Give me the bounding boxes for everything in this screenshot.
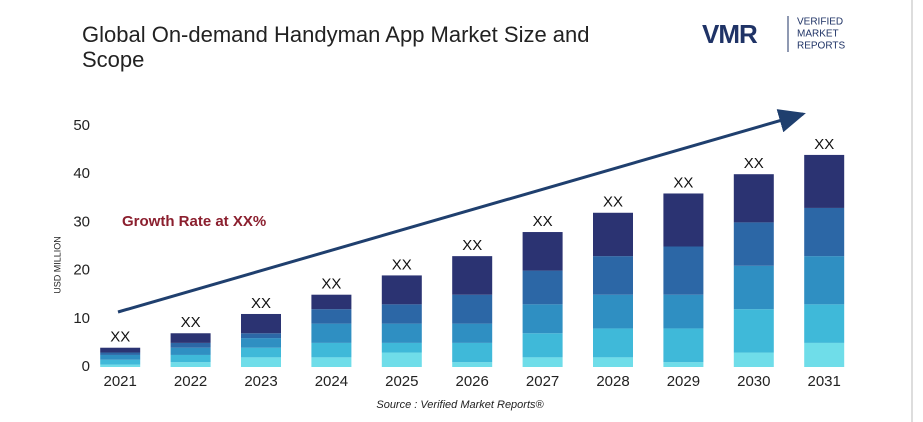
logo-text: VERIFIED <box>797 17 843 28</box>
bar-segment <box>311 323 352 343</box>
bar-segment <box>804 342 845 367</box>
bar-segment <box>733 309 774 353</box>
total-label: XX <box>462 237 482 254</box>
bar-segment <box>452 362 493 367</box>
bar-segment <box>170 362 211 367</box>
x-tick-label: 2027 <box>526 373 559 390</box>
bar-segment <box>311 309 352 324</box>
bar-segment <box>804 256 845 305</box>
bar-segment <box>804 154 845 208</box>
total-label: XX <box>321 276 341 293</box>
x-tick-label: 2024 <box>315 373 348 390</box>
bar-segment <box>522 357 563 367</box>
x-tick-label: 2028 <box>596 373 629 390</box>
bar-segment <box>733 352 774 367</box>
bar-segment <box>733 265 774 310</box>
x-tick-label: 2022 <box>174 373 207 390</box>
bar-segment <box>522 333 563 358</box>
bar-segment <box>593 212 633 257</box>
bar-segment <box>311 294 352 310</box>
y-tick-label: 0 <box>82 358 90 375</box>
bar-segment <box>522 304 563 334</box>
bar-segment <box>593 256 633 295</box>
y-axis-label: USD MILLION <box>52 236 62 294</box>
bar-segment <box>241 333 281 339</box>
bar-segment <box>593 328 633 358</box>
x-tick-label: 2031 <box>808 373 841 390</box>
bar-segment <box>170 342 211 348</box>
bar-segment <box>522 270 563 305</box>
x-tick-label: 2023 <box>244 373 277 390</box>
bar-segment <box>381 323 422 343</box>
bar-segment <box>663 362 704 367</box>
total-label: XX <box>744 155 764 172</box>
bar-segment <box>381 304 422 324</box>
y-tick-label: 20 <box>73 262 90 279</box>
x-tick-label: 2021 <box>104 373 137 390</box>
total-label: XX <box>673 174 693 191</box>
bar-segment <box>381 342 422 353</box>
bar-segment <box>241 347 281 358</box>
annotation: Growth Rate at XX% <box>122 213 266 230</box>
y-tick-label: 10 <box>73 310 90 327</box>
total-label: XX <box>533 213 553 230</box>
chart-title: Global On-demand Handyman App Market Siz… <box>82 22 590 72</box>
x-tick-label: 2026 <box>456 373 489 390</box>
y-tick-label: 40 <box>73 165 90 182</box>
bar-segment <box>663 246 704 295</box>
bar-segment <box>452 342 493 363</box>
bar-segment <box>381 275 422 305</box>
source: Source : Verified Market Reports® <box>376 399 544 411</box>
bar-segment <box>733 222 774 266</box>
x-tick-label: 2025 <box>385 373 418 390</box>
bar-segment <box>452 256 493 295</box>
bar-segment <box>311 357 352 367</box>
growth-arrow <box>117 109 806 314</box>
x-tick-label: 2030 <box>737 373 770 390</box>
total-label: XX <box>251 295 271 312</box>
bar-segment <box>663 193 704 247</box>
bar-segment <box>804 304 845 343</box>
bar-segment <box>170 347 211 355</box>
bar-segment <box>100 364 141 367</box>
total-label: XX <box>392 256 412 273</box>
logo-text: REPORTS <box>797 41 845 52</box>
total-label: XX <box>181 314 201 331</box>
x-tick-label: 2029 <box>667 373 700 390</box>
bar-segment <box>100 347 141 353</box>
total-label: XX <box>603 194 623 211</box>
bar-segment <box>241 357 281 367</box>
bar-segment <box>100 359 141 365</box>
bar-segment <box>804 207 845 257</box>
bar-segment <box>663 294 704 329</box>
bar-segment <box>311 342 352 358</box>
bar-segment <box>241 313 281 334</box>
bar-segment <box>663 328 704 363</box>
bar-segment <box>241 338 281 348</box>
logo-text: MARKET <box>797 29 839 40</box>
total-label: XX <box>110 329 130 346</box>
bar-segment <box>452 294 493 324</box>
bar-segment <box>593 294 633 329</box>
bar-segment <box>733 174 774 223</box>
bar-segment <box>522 232 563 271</box>
y-tick-label: 50 <box>73 117 90 134</box>
bar-segment <box>100 354 141 360</box>
bar-segment <box>593 357 633 367</box>
logo-mark: VMR <box>702 19 758 49</box>
bar-segment <box>452 323 493 343</box>
bar-segment <box>381 352 422 367</box>
y-tick-label: 30 <box>73 213 90 230</box>
bar-segment <box>170 333 211 343</box>
total-label: XX <box>814 136 834 153</box>
bar-segment <box>100 352 141 355</box>
bar-segment <box>170 354 211 363</box>
